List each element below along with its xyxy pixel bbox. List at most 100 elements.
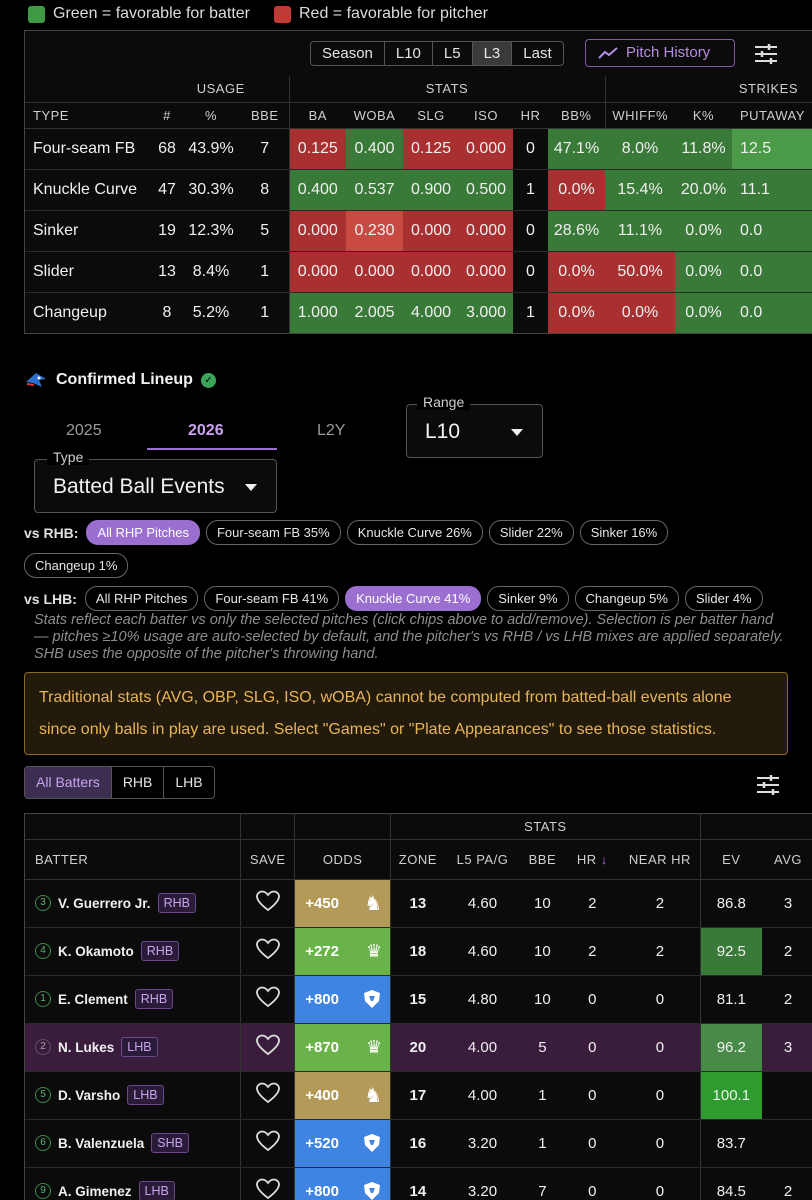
filter-rhb[interactable]: RHB (112, 767, 165, 798)
near-hr-value: 0 (620, 1167, 701, 1200)
batter-row-highlighted[interactable]: 2 N. Lukes LHB +870 ♛ 20 4.00 5 0 0 96.2 3 (25, 1023, 812, 1072)
batter-row[interactable]: 9 A. Gimenez LHB +800 14 3.20 7 0 0 84.5 2 (25, 1167, 812, 1200)
col-iso[interactable]: ISO (459, 102, 513, 129)
batter-row[interactable]: 3 V. Guerrero Jr. RHB +450 ♞ 13 4.60 10 2 2… (25, 879, 812, 928)
batter-name[interactable]: D. Varsho (58, 1087, 121, 1103)
col-putaway[interactable]: PUTAWAY (732, 102, 812, 129)
col-avg[interactable]: AVG (762, 839, 812, 880)
col-hr[interactable]: HR ↓ (564, 839, 621, 880)
hand-badge: RHB (157, 893, 196, 913)
filter-all-batters[interactable]: All Batters (25, 767, 112, 798)
col-ba[interactable]: BA (289, 102, 346, 129)
col-ev[interactable]: EV (699, 839, 762, 880)
tab-2026[interactable]: 2026 (188, 422, 224, 439)
batter-row[interactable]: 1 E. Clement RHB +800 15 4.80 10 0 0 81.1 … (25, 975, 812, 1024)
batter-row[interactable]: 5 D. Varsho LHB +400 ♞ 17 4.00 1 0 0 100.1 (25, 1071, 812, 1120)
tune-settings-icon[interactable] (754, 43, 778, 65)
heart-icon[interactable] (255, 1034, 280, 1056)
odds-cell[interactable]: +800 (295, 975, 391, 1023)
range-select[interactable]: Range L10 (406, 394, 543, 458)
batter-row[interactable]: 6 B. Valenzuela SHB +520 16 3.20 1 0 0 83.… (25, 1119, 812, 1168)
chip-sinker[interactable]: Sinker 16% (579, 520, 669, 545)
confirmed-check-icon: ✓ (200, 372, 216, 388)
stats-group-header: STATS (289, 76, 606, 103)
col-bb[interactable]: BB% (548, 102, 606, 129)
pitch-putaway: 0.0 (732, 292, 812, 333)
col-k[interactable]: K% (675, 102, 732, 129)
near-hr-value: 2 (620, 879, 701, 928)
batter-row[interactable]: 4 K. Okamoto RHB +272 ♛ 18 4.60 10 2 2 92.5… (25, 927, 812, 976)
chip-four-seam[interactable]: Four-seam FB 41% (204, 586, 340, 611)
chip-knuckle-curve[interactable]: Knuckle Curve 26% (346, 520, 483, 545)
odds-cell[interactable]: +272 ♛ (295, 927, 391, 975)
col-batter[interactable]: BATTER (25, 839, 241, 880)
pitch-ba: 0.400 (288, 169, 346, 211)
batter-name[interactable]: A. Gimenez (58, 1183, 132, 1199)
range-l5[interactable]: L5 (433, 42, 473, 65)
col-woba[interactable]: WOBA (346, 102, 403, 129)
heart-icon[interactable] (255, 1082, 280, 1104)
pitch-bb: 0.0% (548, 169, 605, 211)
batter-name[interactable]: V. Guerrero Jr. (58, 895, 151, 911)
chip-slider[interactable]: Slider 22% (488, 520, 574, 545)
vs-rhb-chips: vs RHB: All RHP Pitches Four-seam FB 35%… (24, 520, 669, 545)
chip-all-rhp[interactable]: All RHP Pitches (86, 520, 200, 545)
heart-icon[interactable] (255, 938, 280, 960)
type-select[interactable]: Type Batted Ball Events (34, 449, 277, 513)
stats-group-header: STATS (390, 814, 701, 840)
chip-knuckle-curve[interactable]: Knuckle Curve 41% (345, 586, 482, 611)
heart-icon[interactable] (255, 890, 280, 912)
heart-icon[interactable] (255, 1178, 280, 1200)
pitch-bbe: 1 (241, 251, 289, 293)
batter-name[interactable]: N. Lukes (58, 1039, 115, 1055)
trend-line-icon (598, 47, 618, 59)
range-l10[interactable]: L10 (385, 42, 433, 65)
heart-icon[interactable] (255, 986, 280, 1008)
col-l5-pa[interactable]: L5 PA/G (444, 839, 521, 880)
heart-icon[interactable] (255, 1130, 280, 1152)
col-near-hr[interactable]: NEAR HR (620, 839, 701, 880)
range-l3[interactable]: L3 (472, 42, 513, 65)
tab-l2y[interactable]: L2Y (317, 422, 346, 439)
hr-value: 0 (564, 1071, 621, 1120)
col-bbe[interactable]: BBE (241, 102, 290, 129)
pitch-iso: 0.000 (459, 210, 513, 252)
col-whiff[interactable]: WHIFF% (605, 102, 675, 129)
range-season[interactable]: Season (311, 42, 385, 65)
pa-value: 3.20 (444, 1119, 521, 1168)
chip-four-seam[interactable]: Four-seam FB 35% (205, 520, 341, 545)
tune-settings-icon[interactable] (756, 774, 780, 796)
batting-order: 3 (35, 895, 51, 911)
chip-changeup[interactable]: Changeup 5% (574, 586, 679, 611)
col-count[interactable]: # (153, 102, 181, 129)
col-hr[interactable]: HR (513, 102, 548, 129)
chip-slider[interactable]: Slider 4% (684, 586, 763, 611)
ev-value: 100.1 (699, 1071, 762, 1120)
col-zone[interactable]: ZONE (390, 839, 445, 880)
odds-cell[interactable]: +520 (295, 1119, 391, 1167)
col-save[interactable]: SAVE (240, 839, 295, 880)
chip-sinker[interactable]: Sinker 9% (487, 586, 569, 611)
col-slg[interactable]: SLG (403, 102, 459, 129)
batter-name[interactable]: B. Valenzuela (58, 1135, 145, 1151)
odds-cell[interactable]: +870 ♛ (295, 1023, 391, 1071)
tab-2025[interactable]: 2025 (66, 422, 102, 439)
sort-arrow-down-icon: ↓ (600, 851, 608, 867)
col-odds[interactable]: ODDS (294, 839, 391, 880)
batter-name[interactable]: E. Clement (58, 991, 128, 1007)
col-bbe[interactable]: BBE (520, 839, 565, 880)
range-last[interactable]: Last (523, 45, 552, 62)
pitch-history-button[interactable]: Pitch History (585, 39, 735, 67)
filter-lhb[interactable]: LHB (175, 774, 203, 790)
col-type[interactable]: TYPE (25, 102, 153, 129)
odds-cell[interactable]: +400 ♞ (295, 1071, 391, 1119)
col-pct[interactable]: % (181, 102, 241, 129)
chip-all-rhp[interactable]: All RHP Pitches (84, 586, 199, 611)
avg-value: 3 (762, 879, 812, 928)
odds-cell[interactable]: +450 ♞ (295, 879, 391, 927)
odds-cell[interactable]: +800 (295, 1167, 391, 1200)
batter-name[interactable]: K. Okamoto (58, 943, 134, 959)
chip-changeup[interactable]: Changeup 1% (24, 553, 129, 578)
pitch-iso: 0.500 (459, 169, 513, 211)
near-hr-value: 0 (620, 1023, 701, 1072)
